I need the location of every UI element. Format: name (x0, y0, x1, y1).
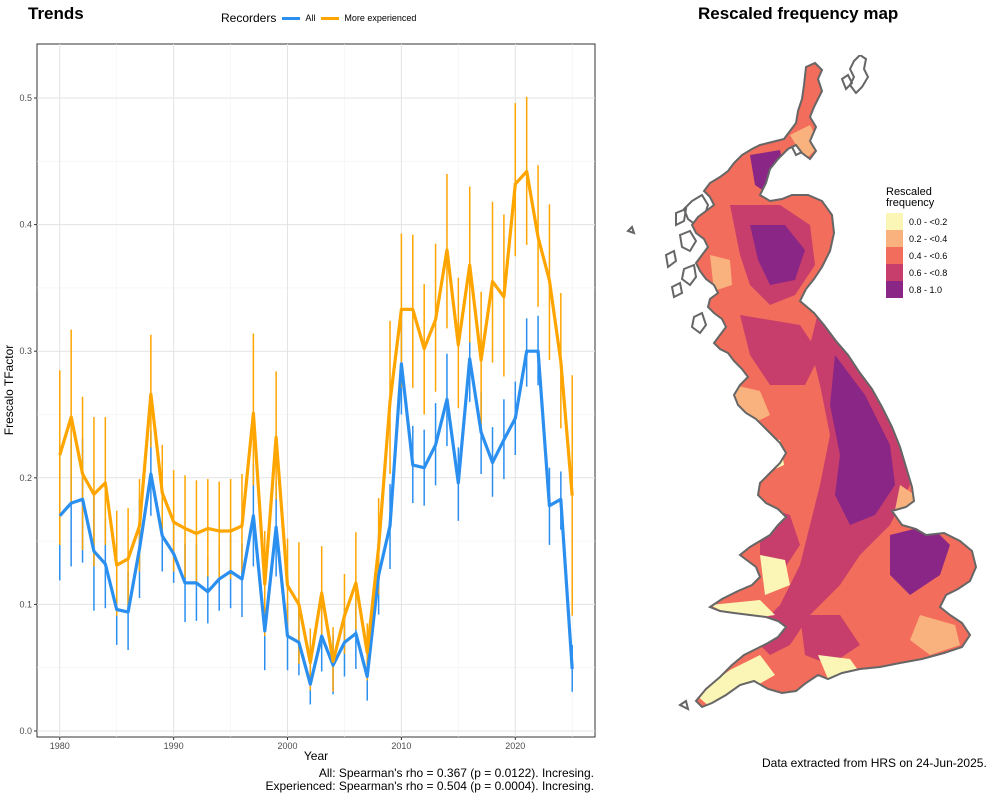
x-tick-label: 2020 (505, 741, 525, 751)
y-tick-label: 0.2 (19, 473, 32, 483)
series-line-all (58, 349, 574, 686)
x-tick-label: 1990 (164, 741, 184, 751)
map-legend-label: 0.6 - <0.8 (909, 267, 948, 278)
trends-title: Trends (28, 4, 84, 23)
map-legend-swatch (886, 247, 903, 264)
map-legend-title-line2: frequency (886, 197, 935, 209)
map-legend-swatch (886, 264, 903, 281)
map-legend-label: 0.0 - <0.2 (909, 216, 948, 227)
map-legend-title: Rescaled frequency (886, 187, 947, 209)
y-axis-ticks: 0.0 0.1 0.2 0.3 0.4 0.5 (19, 93, 37, 736)
spearman-stats: All: Spearman's rho = 0.367 (p = 0.0122)… (266, 767, 595, 793)
map-legend-item: 0.6 - <0.8 (886, 264, 947, 281)
map-legend-title-line1: Rescaled (886, 186, 932, 198)
trend-chart: 0.00.10.20.30.40.5 1980 1990 2000 2010 2020 … (2, 43, 596, 763)
legend-label-all: All (305, 13, 316, 23)
map-legend-swatch (886, 230, 903, 247)
x-axis-label: Year (304, 749, 328, 763)
y-axis-label: Frescalo TFactor (2, 345, 16, 435)
legend-swatch-all (282, 16, 301, 20)
x-axis-ticks: 1980 1990 2000 2010 2020 (50, 737, 525, 751)
y-tick-label: 0.4 (19, 220, 32, 230)
map-legend: Rescaled frequency 0.0 - <0.2 0.2 - <0.4… (886, 187, 947, 298)
series-line-experienced (58, 169, 574, 665)
map-legend-swatch (886, 213, 903, 230)
y-tick-label: 0.3 (19, 346, 32, 356)
x-tick-label: 2000 (278, 741, 298, 751)
map-legend-label: 0.2 - <0.4 (909, 233, 948, 244)
map-legend-item: 0.4 - <0.6 (886, 247, 947, 264)
map-legend-item: 0.8 - 1.0 (886, 281, 947, 298)
map-legend-label: 0.4 - <0.6 (909, 250, 948, 261)
stats-line-all: All: Spearman's rho = 0.367 (p = 0.0122)… (318, 766, 594, 780)
x-tick-label: 2010 (391, 741, 411, 751)
map-title: Rescaled frequency map (698, 4, 899, 23)
map-legend-item: 0.0 - <0.2 (886, 213, 947, 230)
series-lines (58, 169, 574, 686)
legend-swatch-experienced (321, 16, 340, 20)
frequency-bands (692, 63, 976, 707)
stats-line-experienced: Experienced: Spearman's rho = 0.504 (p =… (265, 779, 595, 793)
legend-title: Recorders (221, 11, 277, 25)
x-tick-label: 1980 (50, 741, 70, 751)
y-tick-label: 0.0 (19, 726, 32, 736)
footnote: Data extracted from HRS on 24-Jun-2025. (762, 756, 987, 770)
uk-frequency-map (626, 55, 977, 711)
chart-legend: Recorders All More experienced (221, 11, 416, 25)
map-legend-label: 0.8 - 1.0 (909, 284, 943, 295)
y-tick-label: 0.1 (19, 599, 32, 609)
legend-label-experienced: More experienced (344, 13, 417, 23)
map-legend-item: 0.2 - <0.4 (886, 230, 947, 247)
map-legend-swatch (886, 281, 903, 298)
y-tick-label: 0.5 (19, 93, 32, 103)
